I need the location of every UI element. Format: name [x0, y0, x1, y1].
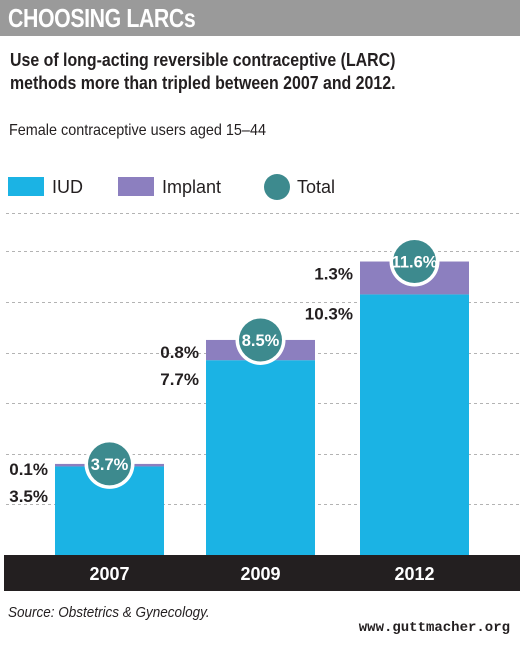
legend-swatch-iud: [8, 177, 44, 196]
legend-label-implant: Implant: [162, 177, 221, 197]
x-axis-band: [4, 555, 520, 591]
bar-iud-2012: [360, 294, 469, 555]
legend-label-total: Total: [297, 177, 335, 197]
total-label-2009: 8.5%: [242, 332, 280, 350]
label-iud-2007: 3.5%: [9, 487, 48, 506]
source-note: Source: Obstetrics & Gynecology.: [8, 604, 210, 621]
subtitle-line-1: Use of long-acting reversible contracept…: [10, 49, 396, 70]
population-label: Female contraceptive users aged 15–44: [9, 122, 266, 139]
header-title: CHOOSING LARCs: [8, 3, 196, 33]
total-bubble-2007: [88, 442, 131, 486]
label-implant-2012: 1.3%: [314, 265, 353, 284]
website-url: www.guttmacher.org: [358, 620, 510, 636]
x-tick-label-2009: 2009: [240, 564, 280, 584]
legend-swatch-implant: [118, 177, 154, 196]
total-label-2012: 11.6%: [392, 254, 438, 272]
subtitle-line-2: methods more than tripled between 2007 a…: [10, 72, 396, 93]
total-label-2007: 3.7%: [91, 456, 129, 474]
legend-swatch-total: [264, 174, 290, 200]
label-iud-2009: 7.7%: [160, 370, 199, 389]
total-bubble-2009: [239, 318, 282, 362]
x-tick-label-2012: 2012: [394, 564, 434, 584]
stacked-bar-chart: IUD Implant Total 0.1% 3.5% 3.7% 0.8% 7.7% 8.5% 1…: [4, 174, 520, 591]
total-bubble-2012: [393, 240, 436, 284]
label-implant-2009: 0.8%: [160, 343, 199, 362]
label-iud-2012: 10.3%: [305, 304, 353, 323]
x-tick-label-2007: 2007: [89, 564, 129, 584]
chart-subtitle: Use of long-acting reversible contracept…: [10, 48, 457, 94]
bar-iud-2009: [206, 360, 315, 555]
header-bar: CHOOSING LARCs: [0, 0, 520, 36]
legend-label-iud: IUD: [52, 177, 83, 197]
label-implant-2007: 0.1%: [9, 460, 48, 479]
